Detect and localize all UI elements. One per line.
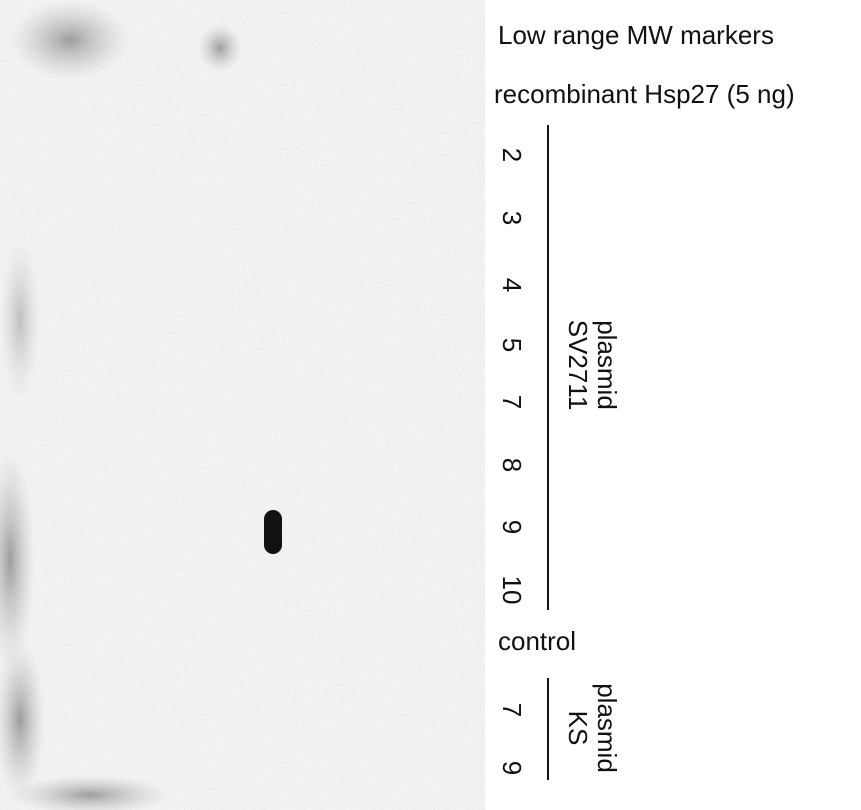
markers-label: Low range MW markers bbox=[498, 20, 774, 50]
lane-number: 7 bbox=[497, 703, 527, 717]
recombinant-label: recombinant Hsp27 (5 ng) bbox=[494, 79, 795, 109]
lane-number: 8 bbox=[497, 458, 527, 472]
group-label: plasmid bbox=[592, 683, 622, 773]
lane-number: 2 bbox=[497, 148, 527, 162]
blot bbox=[0, 0, 485, 810]
lane-number: 4 bbox=[497, 278, 527, 292]
lane-number: 9 bbox=[497, 761, 527, 775]
band bbox=[264, 510, 282, 554]
control-label: control bbox=[498, 626, 576, 656]
lane-number: 9 bbox=[497, 520, 527, 534]
lane-number: 7 bbox=[497, 395, 527, 409]
lane-number: 5 bbox=[497, 338, 527, 352]
group-label: KS bbox=[563, 711, 593, 746]
lane-number: 10 bbox=[497, 576, 527, 605]
group-label: plasmid bbox=[592, 320, 622, 410]
group-label: SV2711 bbox=[563, 320, 593, 411]
lane-number: 3 bbox=[497, 211, 527, 225]
